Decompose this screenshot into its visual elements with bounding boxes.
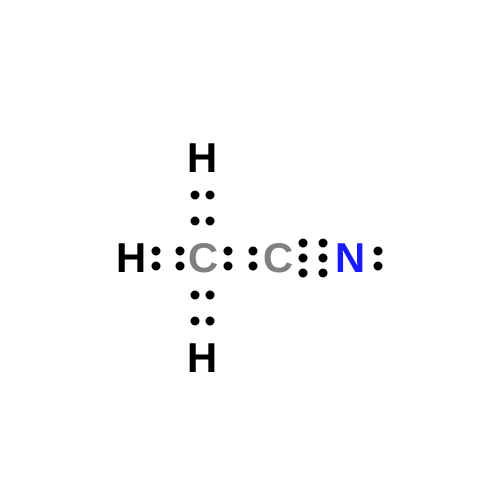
bond-dot-C2-N-1-1 <box>319 254 328 263</box>
atom-H_bottom: H <box>187 337 217 379</box>
bond-dot-C2-N-0-0 <box>299 239 308 248</box>
bond-dot-C2-N-1-2 <box>319 269 328 278</box>
bond-dot-C1-H_bottom-1-0 <box>191 317 200 326</box>
bond-dot-H_left-C1-0-0 <box>152 247 161 256</box>
bond-dot-C1-H_bottom-1-1 <box>206 317 215 326</box>
bond-dot-H_top-C1-0-1 <box>206 191 215 200</box>
bond-dot-C1-C2-1-0 <box>249 247 258 256</box>
atom-H_top: H <box>187 137 217 179</box>
bond-dot-C2-N-1-0 <box>319 239 328 248</box>
bond-dot-H_left-C1-0-1 <box>152 262 161 271</box>
bond-dot-C1-C2-1-1 <box>249 262 258 271</box>
bond-dot-C1-H_bottom-0-0 <box>191 291 200 300</box>
bond-dot-H_top-C1-0-0 <box>191 191 200 200</box>
bond-dot-H_top-C1-1-0 <box>191 217 200 226</box>
bond-dot-C2-N-0-2 <box>299 269 308 278</box>
lewis-structure-canvas: HHCCNH <box>0 0 500 500</box>
lonepair-dot-N-lone-right-0 <box>374 247 383 256</box>
bond-dot-H_left-C1-1-0 <box>176 247 185 256</box>
atom-H_left: H <box>116 237 146 279</box>
bond-dot-H_left-C1-1-1 <box>176 262 185 271</box>
atom-N: N <box>335 237 365 279</box>
bond-dot-H_top-C1-1-1 <box>206 217 215 226</box>
atom-C2: C <box>263 237 293 279</box>
bond-dot-C1-C2-0-1 <box>224 262 233 271</box>
atom-C1: C <box>188 237 218 279</box>
lonepair-dot-N-lone-right-1 <box>374 262 383 271</box>
bond-dot-C1-H_bottom-0-1 <box>206 291 215 300</box>
bond-dot-C2-N-0-1 <box>299 254 308 263</box>
bond-dot-C1-C2-0-0 <box>224 247 233 256</box>
